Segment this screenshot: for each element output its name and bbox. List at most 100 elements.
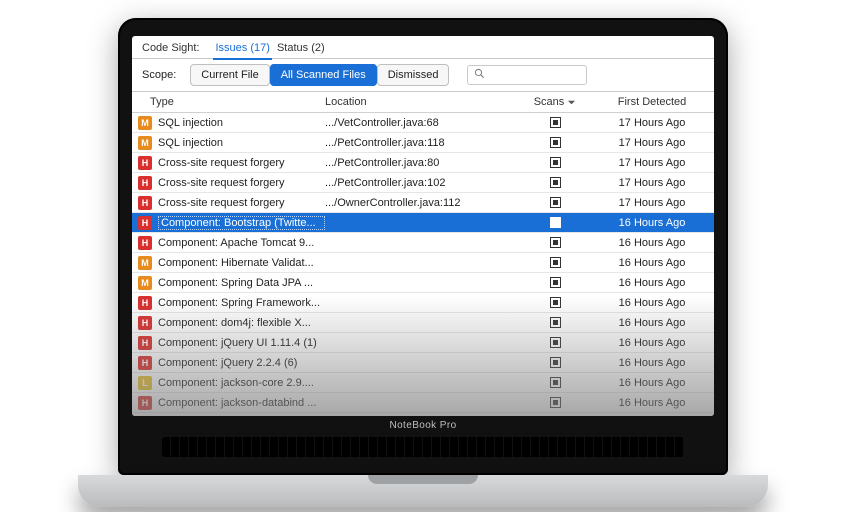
product-label: Code Sight: — [142, 42, 199, 54]
cell-first-detected: 17 Hours Ago — [600, 197, 704, 209]
severity-badge: H — [138, 236, 152, 250]
table-row[interactable]: MComponent: Hibernate Validat...16 Hours… — [132, 253, 714, 273]
scope-pill[interactable]: Dismissed — [377, 64, 450, 86]
scan-indicator-icon — [550, 197, 561, 208]
cell-scans — [510, 377, 600, 388]
cell-type: Component: dom4j: flexible X... — [158, 317, 325, 329]
cell-first-detected: 16 Hours Ago — [600, 237, 704, 249]
cell-scans — [510, 217, 600, 228]
cell-scans — [510, 117, 600, 128]
severity-badge: M — [138, 116, 152, 130]
scan-indicator-icon — [550, 157, 561, 168]
scan-indicator-icon — [550, 257, 561, 268]
laptop-bezel: Code Sight: Issues (17) Status (2) Scope… — [118, 18, 728, 475]
app-window: Code Sight: Issues (17) Status (2) Scope… — [132, 36, 714, 416]
severity-badge: H — [138, 216, 152, 230]
cell-type: Cross-site request forgery — [158, 197, 325, 209]
severity-badge: H — [138, 336, 152, 350]
table-row[interactable]: LComponent: jackson-core 2.9....16 Hours… — [132, 373, 714, 393]
table-row[interactable]: MSQL injection.../VetController.java:681… — [132, 113, 714, 133]
cell-type: Component: Spring Data JPA ... — [158, 277, 325, 289]
cell-first-detected: 17 Hours Ago — [600, 117, 704, 129]
cell-type: Component: jQuery UI 1.11.4 (1) — [158, 337, 325, 349]
scan-indicator-icon — [550, 337, 561, 348]
cell-type: Component: Spring Framework... — [158, 297, 325, 309]
cell-scans — [510, 317, 600, 328]
severity-badge: H — [138, 396, 152, 410]
top-tab[interactable]: Status (2) — [275, 40, 327, 58]
search-icon — [474, 68, 489, 82]
table-header: Type Location Scans First Detected — [132, 92, 714, 113]
scope-pill[interactable]: Current File — [190, 64, 269, 86]
cell-scans — [510, 277, 600, 288]
cell-scans — [510, 197, 600, 208]
cell-location: .../PetController.java:80 — [325, 157, 510, 169]
table-row[interactable]: HCross-site request forgery.../OwnerCont… — [132, 193, 714, 213]
cell-scans — [510, 397, 600, 408]
cell-scans — [510, 357, 600, 368]
scan-indicator-icon — [550, 177, 561, 188]
cell-first-detected: 16 Hours Ago — [600, 377, 704, 389]
table-row[interactable]: H Component: Apache Tomcat 9... 16 Hours A… — [132, 233, 714, 253]
top-tab[interactable]: Issues (17) — [213, 40, 271, 60]
cell-type: Component: jackson-core 2.9.... — [158, 377, 325, 389]
cell-first-detected: 16 Hours Ago — [600, 277, 704, 289]
laptop-base — [78, 475, 768, 507]
cell-first-detected: 17 Hours Ago — [600, 137, 704, 149]
cell-scans — [510, 257, 600, 268]
laptop-brand-label: NoteBook Pro — [132, 416, 714, 437]
scope-label: Scope: — [142, 69, 176, 81]
table-row[interactable]: MComponent: Spring Data JPA ...16 Hours … — [132, 273, 714, 293]
cell-type: Component: Hibernate Validat... — [158, 257, 325, 269]
table-row[interactable]: H Component: dom4j: flexible X... 16 Hours… — [132, 313, 714, 333]
table-row[interactable]: MSQL injection.../PetController.java:118… — [132, 133, 714, 153]
cell-scans — [510, 297, 600, 308]
cell-first-detected: 17 Hours Ago — [600, 157, 704, 169]
top-tab-bar: Code Sight: Issues (17) Status (2) — [132, 36, 714, 59]
sort-desc-icon — [567, 98, 576, 107]
scan-indicator-icon — [550, 217, 561, 228]
cell-scans — [510, 157, 600, 168]
cell-scans — [510, 337, 600, 348]
scan-indicator-icon — [550, 377, 561, 388]
col-header-type[interactable]: Type — [150, 96, 325, 108]
scan-indicator-icon — [550, 357, 561, 368]
cell-scans — [510, 237, 600, 248]
col-header-location[interactable]: Location — [325, 96, 510, 108]
scope-pill[interactable]: All Scanned Files — [270, 64, 377, 86]
cell-first-detected: 16 Hours Ago — [600, 317, 704, 329]
laptop-keyboard — [162, 437, 684, 457]
table-row[interactable]: H Component: Spring Framework... 16 Hours … — [132, 293, 714, 313]
cell-type: Cross-site request forgery — [158, 157, 325, 169]
search-box[interactable] — [467, 65, 587, 85]
table-row[interactable]: HCross-site request forgery.../PetContro… — [132, 173, 714, 193]
table-row[interactable]: HComponent: Bootstrap (Twitte...16 Hours… — [132, 213, 714, 233]
laptop-screen: Code Sight: Issues (17) Status (2) Scope… — [132, 36, 714, 416]
table-row[interactable]: HComponent: jQuery UI 1.11.4 (1)16 Hours… — [132, 333, 714, 353]
cell-first-detected: 16 Hours Ago — [600, 357, 704, 369]
severity-badge: H — [138, 176, 152, 190]
table-row[interactable]: H Component: jackson-databind ... 16 Hours… — [132, 393, 714, 413]
scope-bar: Scope: Current FileAll Scanned FilesDism… — [132, 59, 714, 92]
cell-first-detected: 16 Hours Ago — [600, 257, 704, 269]
scan-indicator-icon — [550, 137, 561, 148]
table-row[interactable]: HCross-site request forgery.../PetContro… — [132, 153, 714, 173]
cell-first-detected: 16 Hours Ago — [600, 217, 704, 229]
cell-type: Component: jackson-databind ... — [158, 397, 325, 409]
scan-indicator-icon — [550, 117, 561, 128]
scan-indicator-icon — [550, 277, 561, 288]
severity-badge: H — [138, 316, 152, 330]
col-header-first-detected[interactable]: First Detected — [600, 96, 704, 108]
scan-indicator-icon — [550, 297, 561, 308]
table-row[interactable]: HComponent: jQuery 2.2.4 (6)16 Hours Ago — [132, 353, 714, 373]
col-header-scans[interactable]: Scans — [510, 96, 600, 108]
cell-type: Component: Apache Tomcat 9... — [158, 237, 325, 249]
cell-first-detected: 17 Hours Ago — [600, 177, 704, 189]
cell-first-detected: 16 Hours Ago — [600, 297, 704, 309]
cell-first-detected: 16 Hours Ago — [600, 397, 704, 409]
cell-type: Cross-site request forgery — [158, 177, 325, 189]
severity-badge: H — [138, 296, 152, 310]
search-input[interactable] — [489, 69, 579, 81]
cell-type: Component: jQuery 2.2.4 (6) — [158, 357, 325, 369]
issues-table-body: MSQL injection.../VetController.java:681… — [132, 113, 714, 413]
